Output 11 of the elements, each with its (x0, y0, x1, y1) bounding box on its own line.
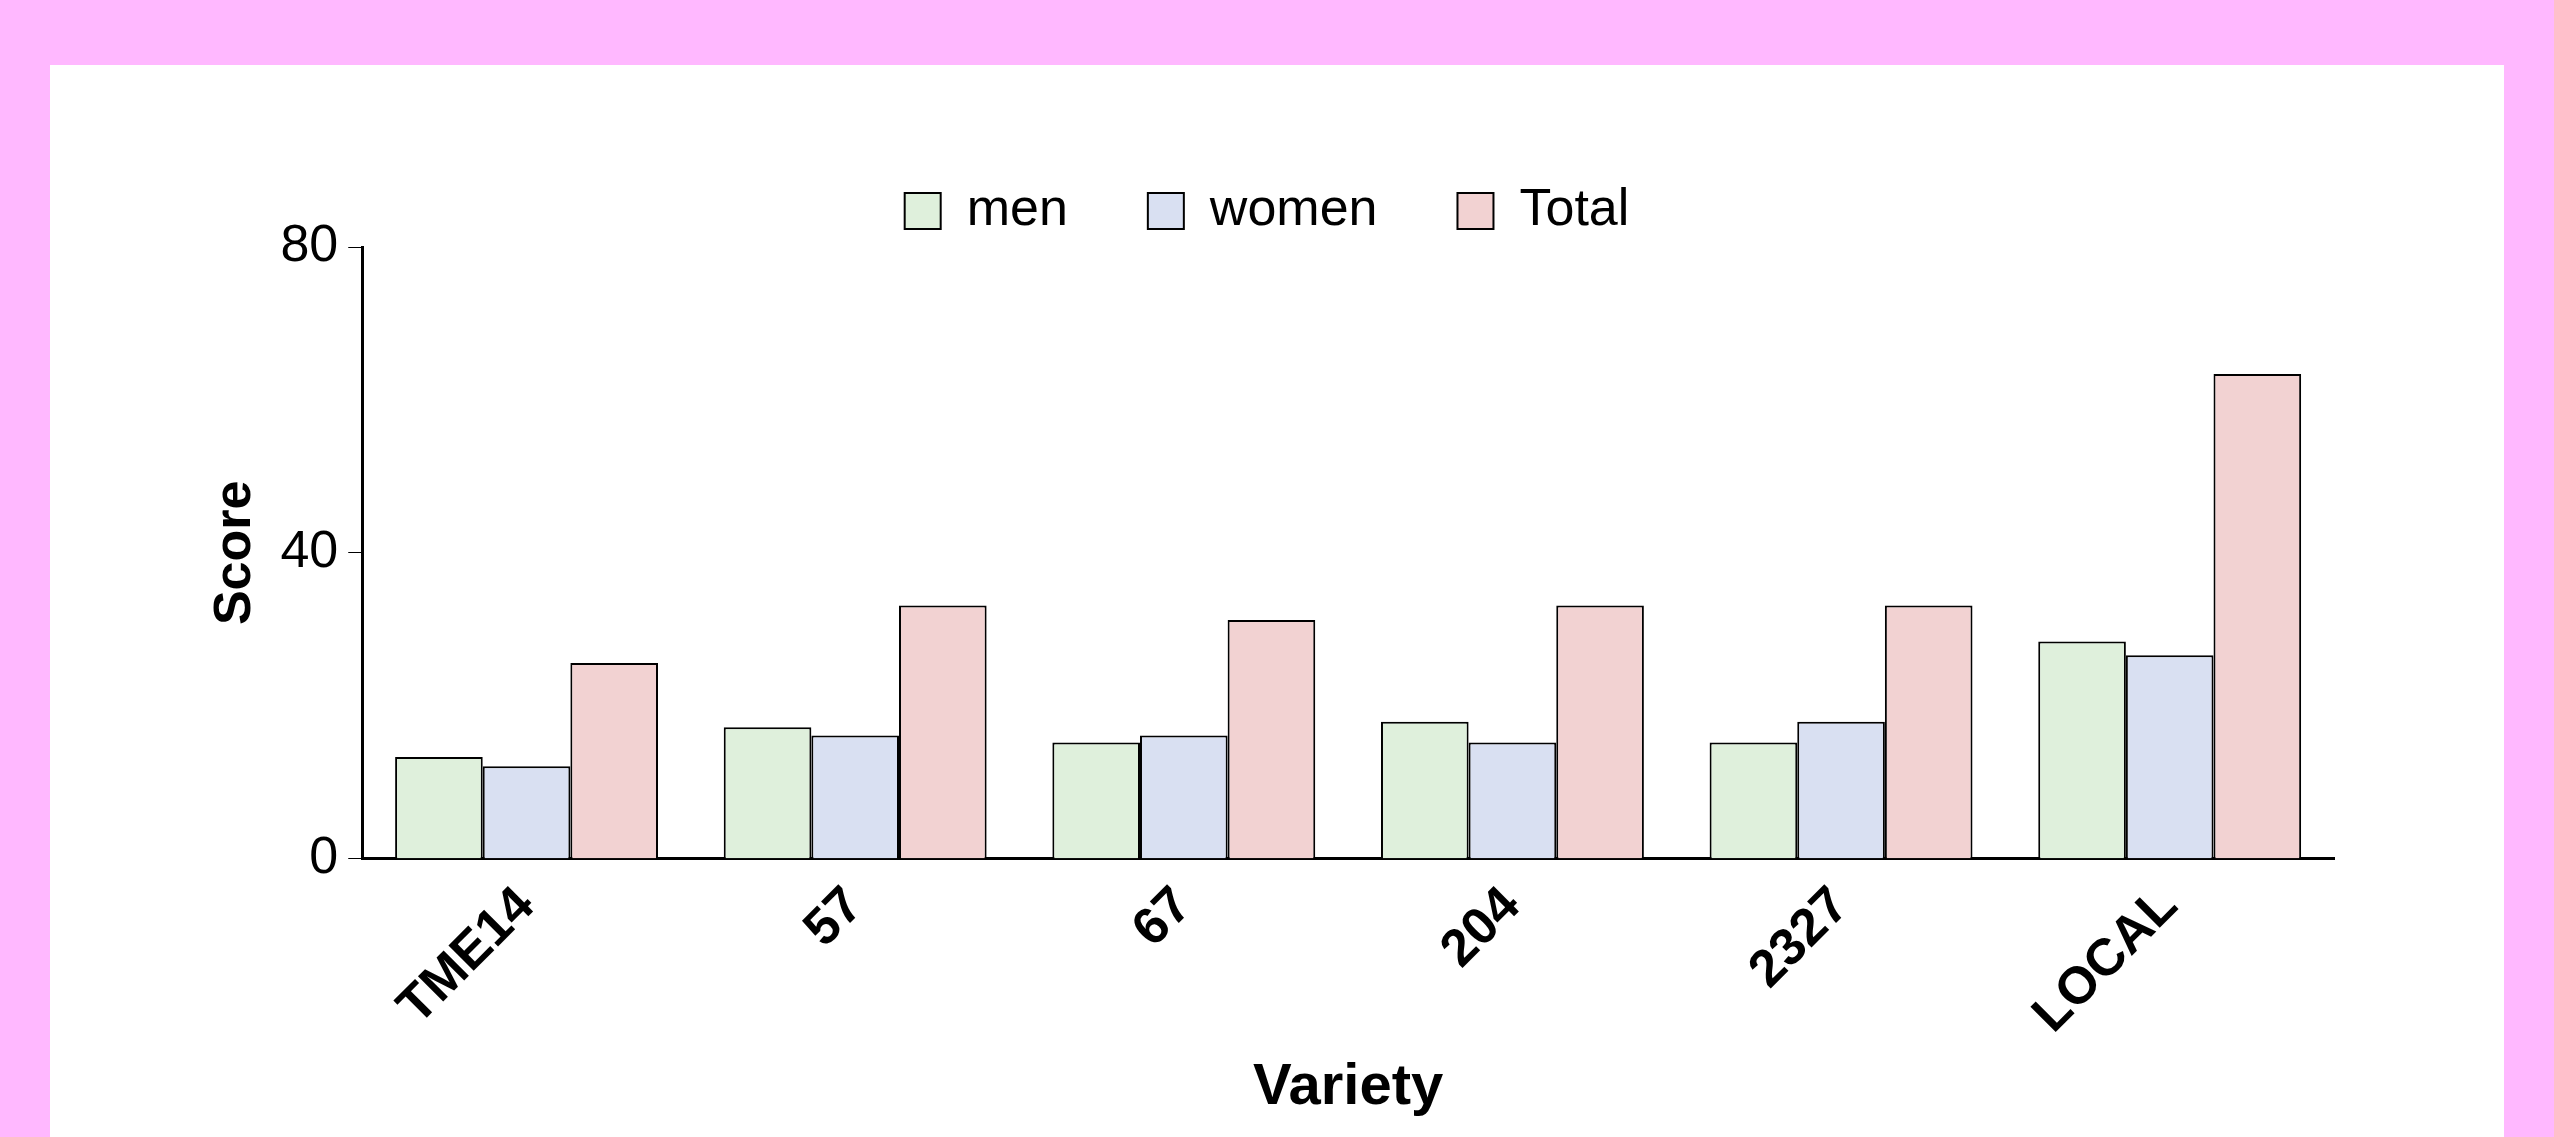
x-axis-title: Variety (1252, 1051, 1444, 1117)
y-tick-label: 40 (280, 520, 339, 579)
y-axis-title: Score (202, 480, 261, 626)
y-tick-label: 0 (309, 825, 339, 884)
x-tick-label: 67 (1119, 874, 1202, 957)
legend-label: women (1208, 178, 1378, 237)
legend-label: men (966, 178, 1068, 237)
legend-label: Total (1519, 178, 1630, 237)
y-tick-label: 80 (280, 214, 339, 273)
x-tick-label: 57 (791, 874, 874, 957)
x-tick-label: 204 (1427, 874, 1531, 977)
